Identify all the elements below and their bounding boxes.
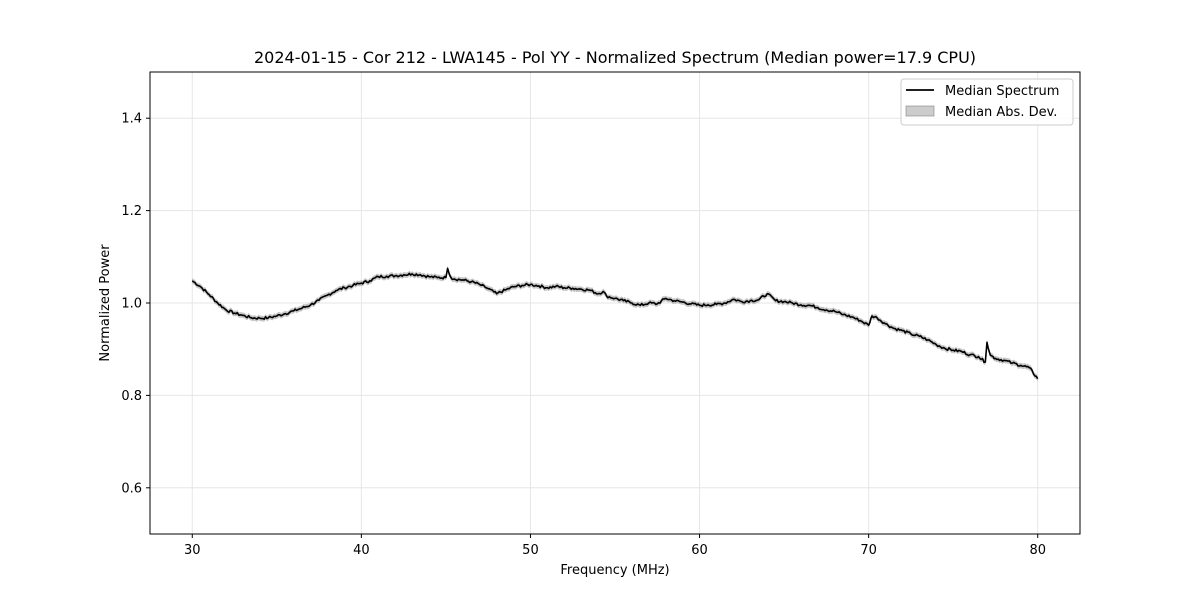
x-tick-label: 50 — [522, 543, 539, 558]
legend-entry-median-spectrum: Median Spectrum — [945, 84, 1059, 99]
y-tick-label: 1.2 — [121, 204, 142, 219]
chart-title: 2024-01-15 - Cor 212 - LWA145 - Pol YY -… — [254, 48, 976, 67]
x-axis: 30 40 50 60 70 80 — [184, 534, 1046, 558]
x-tick-label: 70 — [860, 543, 877, 558]
legend-entry-median-abs-dev: Median Abs. Dev. — [945, 105, 1057, 120]
median-spectrum-line — [191, 267, 1039, 380]
y-axis: 0.6 0.8 1.0 1.2 1.4 — [121, 112, 150, 496]
x-tick-label: 80 — [1029, 543, 1046, 558]
x-tick-label: 60 — [691, 543, 708, 558]
x-tick-label: 40 — [353, 543, 370, 558]
y-tick-label: 0.6 — [121, 481, 142, 496]
legend-band-swatch — [905, 105, 935, 117]
y-tick-label: 1.0 — [121, 297, 142, 312]
y-axis-label: Normalized Power — [98, 244, 113, 362]
x-axis-label: Frequency (MHz) — [560, 563, 669, 578]
legend: Median Spectrum Median Abs. Dev. — [900, 78, 1074, 126]
y-tick-label: 0.8 — [121, 389, 142, 404]
x-tick-label: 30 — [184, 543, 201, 558]
y-tick-label: 1.4 — [121, 112, 142, 127]
legend-frame — [900, 78, 1074, 126]
median-line-layer — [191, 267, 1039, 380]
